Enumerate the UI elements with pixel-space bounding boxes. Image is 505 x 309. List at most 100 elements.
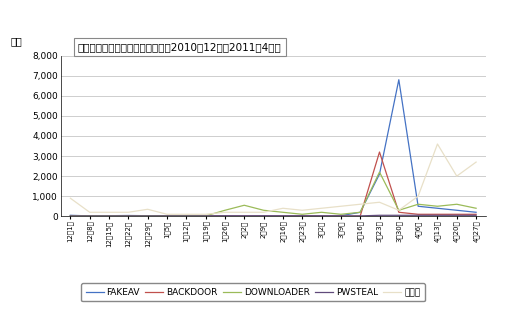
その他	[144, 207, 150, 211]
Line: PWSTEAL: PWSTEAL	[70, 215, 475, 216]
DOWNLOADER	[260, 208, 266, 212]
PWSTEAL	[260, 214, 266, 218]
Line: その他: その他	[70, 144, 475, 214]
その他	[67, 197, 73, 200]
BACKDOOR	[222, 214, 228, 218]
Line: FAKEAV: FAKEAV	[70, 80, 475, 216]
DOWNLOADER	[202, 214, 208, 218]
Text: 不正プログラムの検知件数推移（2010年12月～2011年4月）: 不正プログラムの検知件数推移（2010年12月～2011年4月）	[78, 42, 281, 52]
DOWNLOADER	[357, 210, 363, 214]
その他	[86, 210, 92, 214]
BACKDOOR	[279, 214, 285, 218]
PWSTEAL	[183, 214, 189, 218]
Line: BACKDOOR: BACKDOOR	[70, 152, 475, 216]
その他	[222, 210, 228, 214]
その他	[357, 202, 363, 206]
BACKDOOR	[144, 214, 150, 218]
DOWNLOADER	[164, 214, 170, 218]
FAKEAV	[376, 172, 382, 176]
PWSTEAL	[279, 214, 285, 218]
PWSTEAL	[434, 214, 440, 217]
その他	[106, 210, 112, 214]
PWSTEAL	[357, 214, 363, 218]
DOWNLOADER	[318, 210, 324, 214]
FAKEAV	[395, 78, 401, 82]
PWSTEAL	[337, 214, 343, 218]
DOWNLOADER	[67, 214, 73, 218]
その他	[395, 208, 401, 212]
DOWNLOADER	[183, 214, 189, 218]
FAKEAV	[453, 208, 459, 212]
DOWNLOADER	[241, 203, 247, 207]
BACKDOOR	[125, 214, 131, 218]
Text: 個数: 個数	[10, 36, 22, 46]
その他	[279, 206, 285, 210]
BACKDOOR	[414, 213, 420, 216]
BACKDOOR	[183, 214, 189, 218]
PWSTEAL	[414, 214, 420, 217]
その他	[337, 205, 343, 208]
BACKDOOR	[376, 150, 382, 154]
PWSTEAL	[125, 214, 131, 218]
その他	[298, 208, 305, 212]
PWSTEAL	[67, 214, 73, 218]
PWSTEAL	[395, 214, 401, 217]
BACKDOOR	[395, 210, 401, 214]
DOWNLOADER	[453, 202, 459, 206]
PWSTEAL	[298, 214, 305, 218]
その他	[453, 174, 459, 178]
FAKEAV	[144, 214, 150, 218]
その他	[472, 160, 478, 164]
DOWNLOADER	[279, 210, 285, 214]
DOWNLOADER	[376, 170, 382, 174]
その他	[414, 194, 420, 198]
その他	[183, 213, 189, 216]
DOWNLOADER	[395, 208, 401, 212]
FAKEAV	[241, 214, 247, 218]
DOWNLOADER	[144, 214, 150, 218]
BACKDOOR	[434, 213, 440, 216]
FAKEAV	[222, 214, 228, 218]
BACKDOOR	[298, 214, 305, 218]
その他	[164, 213, 170, 216]
BACKDOOR	[202, 214, 208, 218]
DOWNLOADER	[337, 213, 343, 216]
その他	[202, 213, 208, 216]
Legend: FAKEAV, BACKDOOR, DOWNLOADER, PWSTEAL, その他: FAKEAV, BACKDOOR, DOWNLOADER, PWSTEAL, そ…	[81, 283, 424, 301]
FAKEAV	[86, 214, 92, 218]
DOWNLOADER	[222, 208, 228, 212]
BACKDOOR	[67, 214, 73, 218]
DOWNLOADER	[106, 214, 112, 218]
FAKEAV	[202, 214, 208, 218]
BACKDOOR	[86, 214, 92, 218]
DOWNLOADER	[86, 214, 92, 218]
PWSTEAL	[144, 214, 150, 218]
その他	[125, 210, 131, 214]
BACKDOOR	[241, 214, 247, 218]
FAKEAV	[279, 214, 285, 218]
BACKDOOR	[472, 213, 478, 216]
PWSTEAL	[241, 214, 247, 218]
FAKEAV	[357, 210, 363, 214]
FAKEAV	[164, 214, 170, 218]
FAKEAV	[106, 214, 112, 218]
PWSTEAL	[164, 214, 170, 218]
FAKEAV	[472, 210, 478, 214]
PWSTEAL	[318, 214, 324, 218]
FAKEAV	[125, 214, 131, 217]
FAKEAV	[318, 214, 324, 218]
BACKDOOR	[357, 214, 363, 218]
その他	[260, 210, 266, 214]
PWSTEAL	[376, 214, 382, 217]
DOWNLOADER	[472, 206, 478, 210]
FAKEAV	[434, 206, 440, 210]
FAKEAV	[260, 214, 266, 218]
BACKDOOR	[106, 214, 112, 218]
FAKEAV	[183, 214, 189, 218]
FAKEAV	[414, 205, 420, 208]
FAKEAV	[298, 214, 305, 218]
その他	[241, 210, 247, 214]
PWSTEAL	[472, 214, 478, 217]
BACKDOOR	[453, 213, 459, 216]
その他	[434, 142, 440, 146]
